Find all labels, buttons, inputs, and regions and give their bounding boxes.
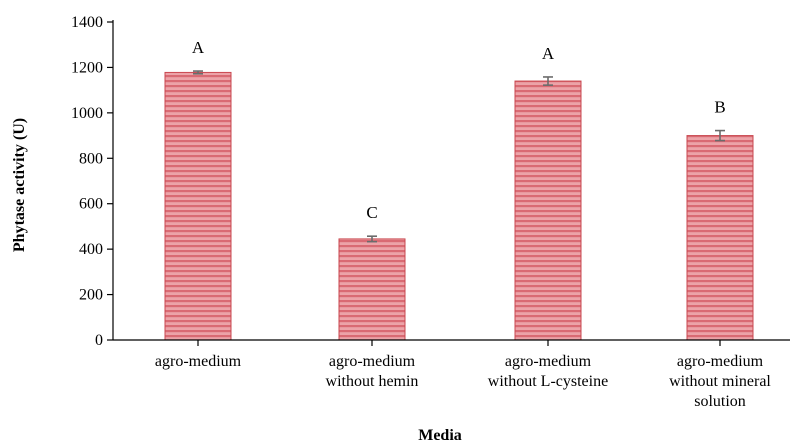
- x-tick-label-line: solution: [694, 393, 746, 410]
- y-tick-label: 200: [79, 287, 103, 304]
- y-tick-label: 0: [95, 332, 103, 349]
- bar: [164, 71, 232, 341]
- y-axis-title: Phytase activity (U): [11, 118, 28, 252]
- bar: [338, 238, 406, 341]
- significance-letter: B: [714, 98, 725, 117]
- y-tick-label: 1000: [71, 105, 103, 122]
- x-tick-label: agro-medium: [155, 353, 242, 370]
- significance-letter: C: [366, 203, 377, 222]
- x-tick-label-line: without L-cysteine: [488, 373, 608, 390]
- x-tick-label-line: agro-medium: [329, 353, 416, 370]
- y-tick-label: 400: [79, 241, 103, 258]
- bars-layer: [164, 70, 754, 341]
- bar: [514, 80, 582, 341]
- x-axis-title: Media: [418, 427, 462, 444]
- x-tick-label-line: agro-medium: [677, 353, 764, 370]
- y-tick-label: 600: [79, 196, 103, 213]
- x-tick-label-line: without hemin: [326, 373, 419, 390]
- x-tick-label: agro-medium without mineral solution: [669, 353, 771, 410]
- significance-letter: A: [192, 38, 205, 57]
- x-tick-label: agro-medium without hemin: [326, 353, 419, 390]
- x-tick-label-line: agro-medium: [505, 353, 592, 370]
- x-tick-label-line: agro-medium: [155, 353, 242, 370]
- y-tick-label: 800: [79, 150, 103, 167]
- y-tick-label: 1200: [71, 59, 103, 76]
- significance-letter: A: [542, 44, 555, 63]
- y-tick-label: 1400: [71, 14, 103, 31]
- bar: [686, 135, 754, 341]
- x-tick-label: agro-medium without L-cysteine: [488, 353, 608, 390]
- x-tick-label-line: without mineral: [669, 373, 771, 390]
